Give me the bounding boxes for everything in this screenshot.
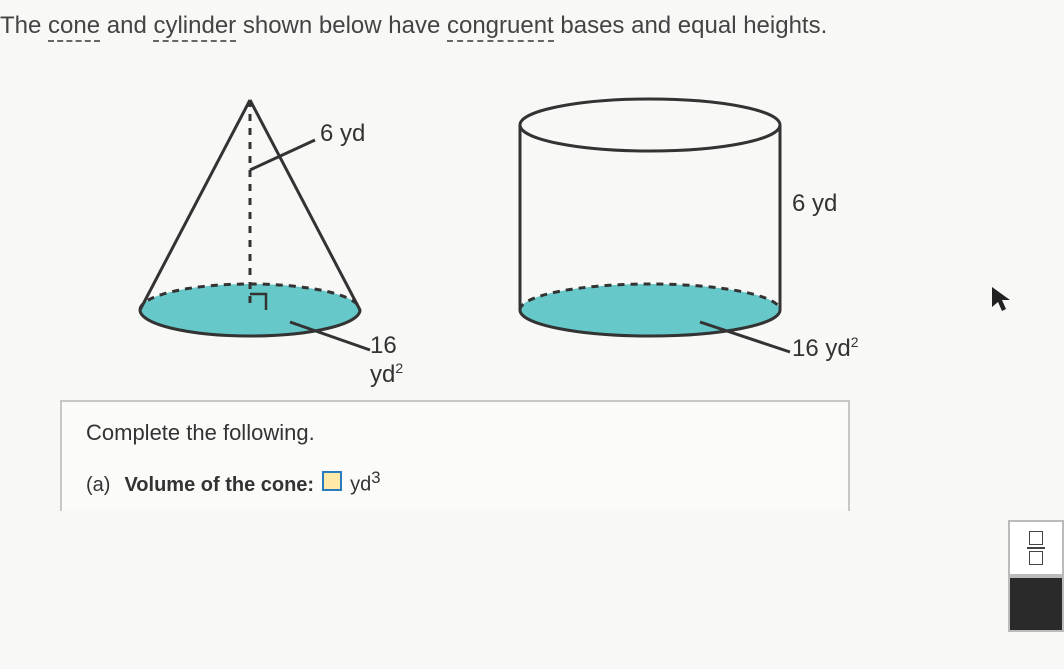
- cylinder-figure: 6 yd 16 yd2: [500, 80, 880, 360]
- problem-statement: The cone and cylinder shown below have c…: [0, 0, 1064, 40]
- text-mid1: and: [100, 12, 153, 39]
- cone-svg: [120, 80, 420, 360]
- text-mid2: shown below have: [236, 12, 447, 39]
- term-cone[interactable]: cone: [48, 12, 100, 42]
- cursor-icon: [990, 285, 1014, 320]
- text-suffix: bases and equal heights.: [554, 12, 828, 39]
- cylinder-base-label: 16 yd2: [792, 334, 859, 363]
- question-box: Complete the following. (a) Volume of th…: [60, 400, 850, 511]
- part-a-text: Volume of the cone:: [124, 474, 314, 497]
- text-prefix: The: [0, 12, 48, 39]
- tool-button-dark[interactable]: [1008, 576, 1064, 632]
- cylinder-svg: [500, 80, 880, 360]
- fraction-icon: [1027, 531, 1045, 565]
- fraction-tool-button[interactable]: [1008, 520, 1064, 576]
- unit-label: yd3: [350, 468, 380, 497]
- cone-height-label: 6 yd: [320, 120, 365, 148]
- question-part-a: (a) Volume of the cone: yd3: [86, 468, 824, 497]
- figures-row: 6 yd 16 yd2 6 yd 16 yd2: [0, 40, 1064, 360]
- cone-base-label: 16 yd2: [370, 332, 420, 389]
- term-cylinder[interactable]: cylinder: [153, 12, 236, 42]
- cylinder-height-label: 6 yd: [792, 190, 837, 218]
- cone-figure: 6 yd 16 yd2: [120, 80, 420, 360]
- answer-input-box[interactable]: [322, 471, 342, 491]
- question-title: Complete the following.: [86, 420, 824, 446]
- term-congruent[interactable]: congruent: [447, 12, 554, 42]
- part-a-label: (a): [86, 474, 110, 497]
- tool-stack: [1008, 520, 1064, 632]
